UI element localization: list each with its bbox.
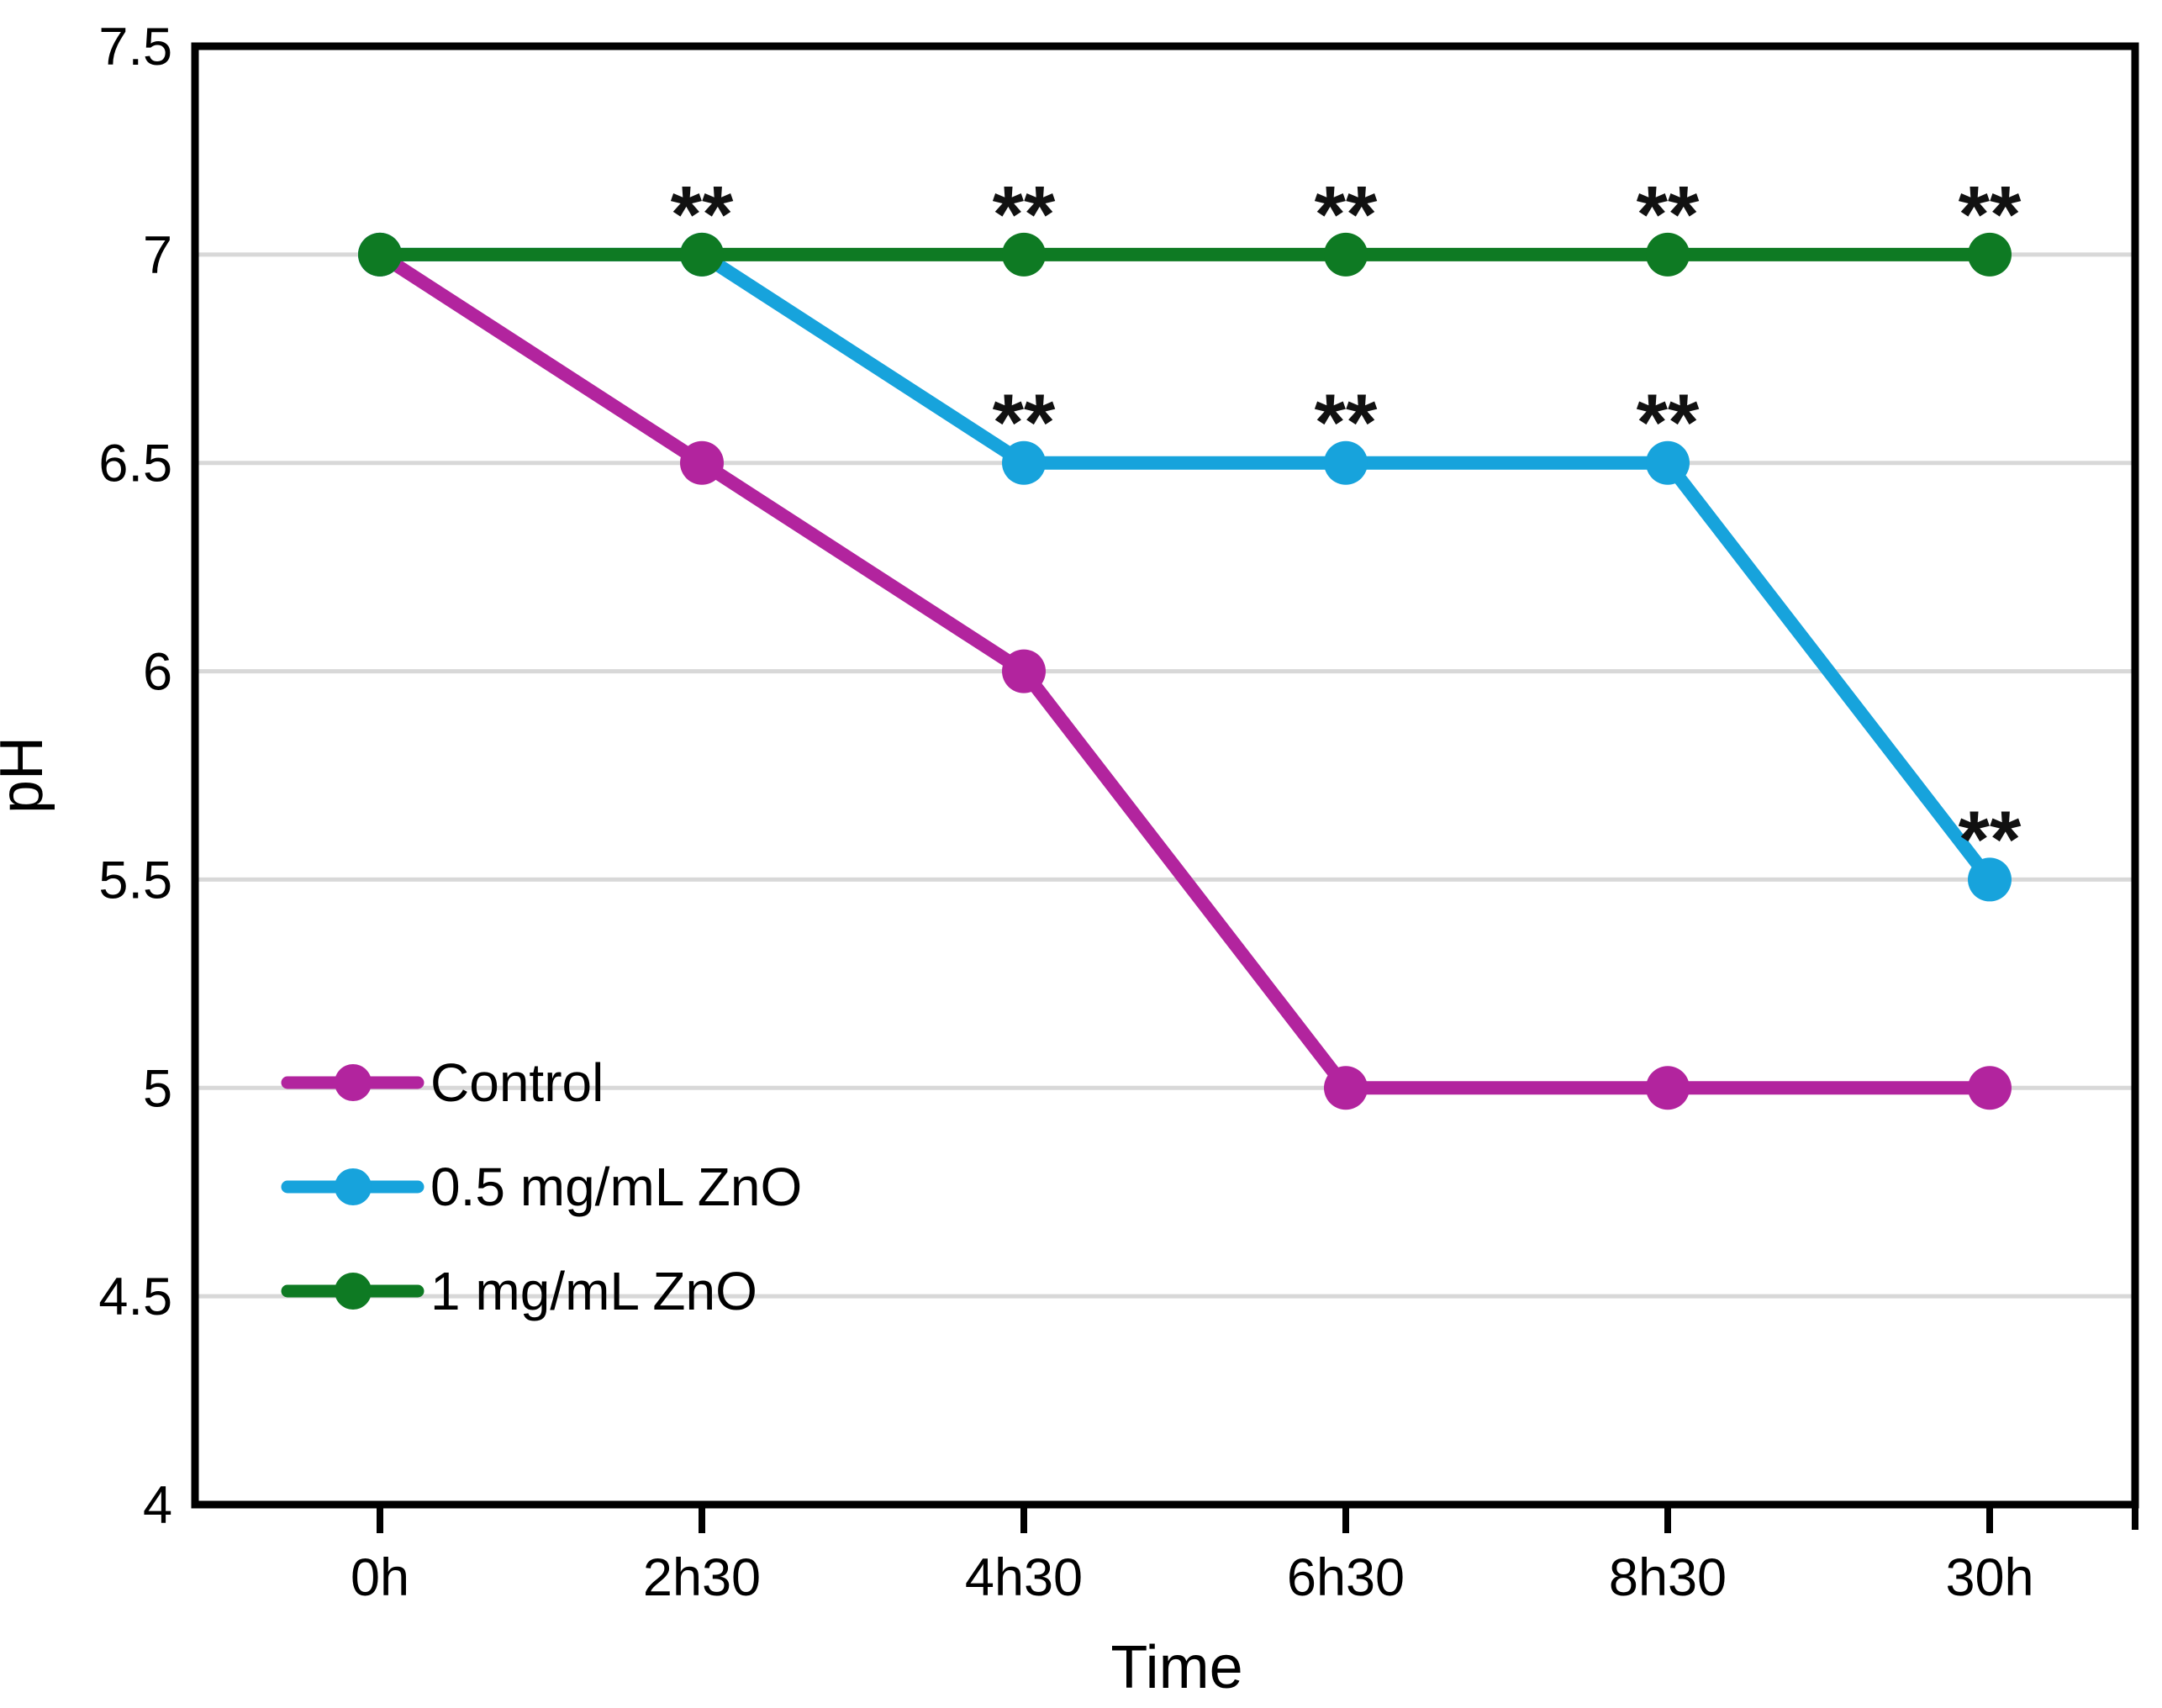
x-tick-label: 4h30 bbox=[965, 1548, 1083, 1607]
significance-marker-1-mg-ml-zno-30h: ** bbox=[1959, 170, 2022, 260]
y-tick-label: 7.5 bbox=[98, 18, 172, 76]
y-axis-title: pH bbox=[0, 736, 55, 814]
significance-marker-0-5-mg-ml-zno-30h: ** bbox=[1959, 794, 2022, 884]
significance-marker-1-mg-ml-zno-8h30: ** bbox=[1637, 170, 1700, 260]
data-point-0-5-mg-ml-zno-30h bbox=[1968, 857, 2012, 902]
legend-label-control: Control bbox=[430, 1052, 604, 1113]
x-tick-label: 2h30 bbox=[643, 1548, 761, 1607]
significance-marker-1-mg-ml-zno-2h30: ** bbox=[671, 170, 734, 260]
data-point-1-mg-ml-zno-0h bbox=[358, 232, 402, 277]
plot-area: 4 4.5 5 5.5 6 6.5 7 7.5 0h 2h30 4h30 6h30 8h30 30h ** *… bbox=[98, 18, 2139, 1607]
series-line-0-5-mg-ml-zno bbox=[373, 247, 1996, 887]
legend-swatch-marker-1-mg-ml-zno bbox=[335, 1273, 372, 1310]
significance-marker-0-5-mg-ml-zno-4h30: ** bbox=[993, 378, 1056, 468]
legend-swatch-marker-0-5-mg-ml-zno bbox=[335, 1168, 372, 1205]
y-tick-label: 6 bbox=[143, 643, 172, 702]
data-point-0-5-mg-ml-zno-8h30 bbox=[1646, 440, 1690, 485]
y-tick-label: 6.5 bbox=[98, 435, 172, 493]
data-point-1-mg-ml-zno-6h30 bbox=[1324, 232, 1368, 277]
significance-marker-0-5-mg-ml-zno-6h30: ** bbox=[1315, 378, 1378, 468]
legend-label-1-mg-ml-zno: 1 mg/mL ZnO bbox=[430, 1261, 757, 1321]
y-tick-label: 7 bbox=[143, 226, 172, 285]
data-point-0-5-mg-ml-zno-6h30 bbox=[1324, 440, 1368, 485]
x-tick-label: 6h30 bbox=[1287, 1548, 1405, 1607]
y-tick-label: 5 bbox=[143, 1059, 172, 1118]
data-point-1-mg-ml-zno-30h bbox=[1968, 232, 2012, 277]
series-line-control bbox=[373, 247, 1996, 1095]
plot-border bbox=[191, 42, 2139, 1509]
data-point-control-6h30 bbox=[1324, 1066, 1368, 1110]
data-point-0-5-mg-ml-zno-4h30 bbox=[1002, 440, 1046, 485]
data-point-control-30h bbox=[1968, 1066, 2012, 1110]
x-tick-label: 30h bbox=[1945, 1548, 2033, 1607]
data-point-control-2h30 bbox=[680, 440, 724, 485]
significance-marker-1-mg-ml-zno-6h30: ** bbox=[1315, 170, 1378, 260]
x-tick-label: 8h30 bbox=[1609, 1548, 1727, 1607]
data-point-control-4h30 bbox=[1002, 649, 1046, 693]
y-tick-label: 4 bbox=[143, 1476, 172, 1535]
data-point-control-8h30 bbox=[1646, 1066, 1690, 1110]
data-point-1-mg-ml-zno-8h30 bbox=[1646, 232, 1690, 277]
x-axis-title: Time bbox=[1110, 1634, 1242, 1701]
y-tick-label: 4.5 bbox=[98, 1268, 172, 1326]
significance-marker-0-5-mg-ml-zno-8h30: ** bbox=[1637, 378, 1700, 468]
significance-marker-1-mg-ml-zno-4h30: ** bbox=[993, 170, 1056, 260]
y-tick-label: 5.5 bbox=[98, 851, 172, 909]
data-point-1-mg-ml-zno-4h30 bbox=[1002, 232, 1046, 277]
legend-label-0-5-mg-ml-zno: 0.5 mg/mL ZnO bbox=[430, 1157, 802, 1217]
x-tick-label: 0h bbox=[351, 1548, 409, 1607]
data-point-1-mg-ml-zno-2h30 bbox=[680, 232, 724, 277]
legend-swatch-marker-control bbox=[335, 1064, 372, 1101]
